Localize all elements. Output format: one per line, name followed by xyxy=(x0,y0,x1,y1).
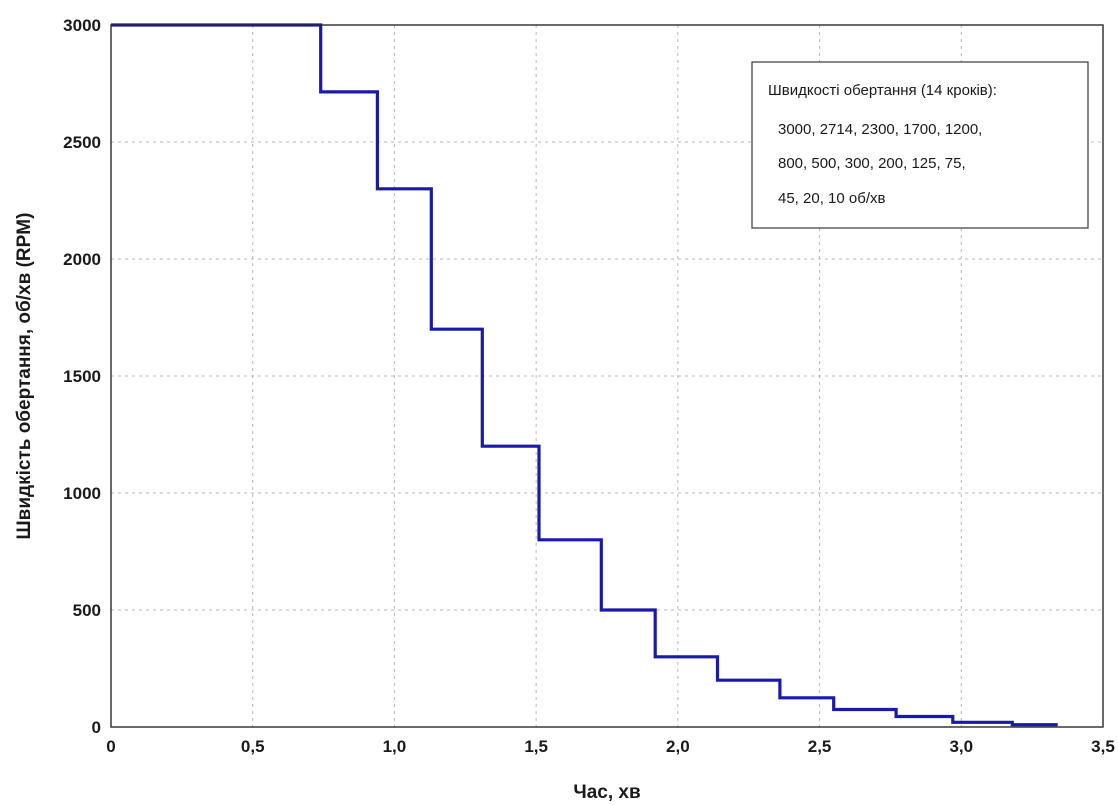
rpm-series-line xyxy=(111,23,1058,727)
plot-frame xyxy=(110,24,1104,728)
x-tick-label: 0 xyxy=(106,737,115,756)
x-tick-label: 2,5 xyxy=(808,737,832,756)
x-tick-label: 0,5 xyxy=(241,737,265,756)
y-tick-label: 2000 xyxy=(63,250,101,269)
y-tick-label: 3000 xyxy=(63,16,101,35)
y-axis-title: Швидкість обертання, об/хв (RPM) xyxy=(14,213,35,540)
y-tick-label: 500 xyxy=(73,601,101,620)
x-tick-label: 3,5 xyxy=(1091,737,1115,756)
x-tick-label: 2,0 xyxy=(666,737,690,756)
y-tick-label: 0 xyxy=(92,718,101,737)
legend-line: 3000, 2714, 2300, 1700, 1200, xyxy=(778,121,982,138)
x-tick-label: 1,5 xyxy=(524,737,548,756)
y-tick-label: 1000 xyxy=(63,484,101,503)
legend-box xyxy=(751,61,1089,229)
y-tick-label: 1500 xyxy=(63,367,101,386)
legend: Швидкості обертання (14 кроків): 3000, 2… xyxy=(751,61,1089,229)
y-tick-label: 2500 xyxy=(63,133,101,152)
x-axis-title: Час, хв xyxy=(573,782,640,803)
legend-line: Швидкості обертання (14 кроків): xyxy=(768,82,997,99)
x-tick-label: 1,0 xyxy=(383,737,407,756)
legend-line: 45, 20, 10 об/хв xyxy=(778,190,885,207)
x-tick-label: 3,0 xyxy=(949,737,973,756)
legend-line: 800, 500, 300, 200, 125, 75, xyxy=(778,155,966,172)
tick-labels: 0 0,5 1,0 1,5 2,0 2,5 3,0 3,5 0 500 1000 1500 2000 25… xyxy=(63,16,1115,756)
